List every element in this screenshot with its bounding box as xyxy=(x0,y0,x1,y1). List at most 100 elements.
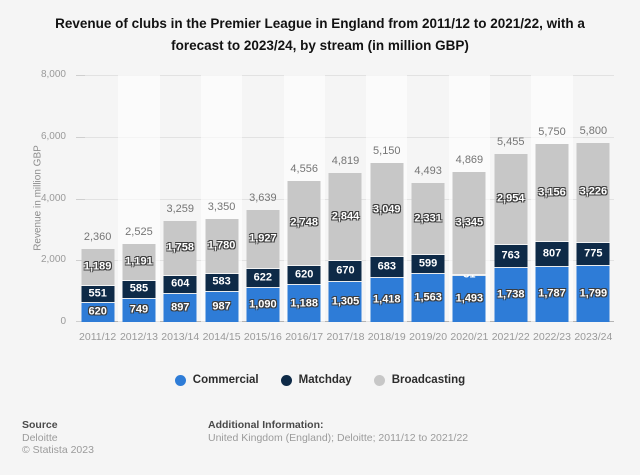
segment-value-label: 620 xyxy=(294,268,314,281)
bar-segment-commercial[interactable]: 1,188 xyxy=(287,285,321,322)
source-name: Deloitte xyxy=(22,431,58,444)
x-tick-label: 2015/16 xyxy=(243,331,282,343)
segment-value-label: 3,226 xyxy=(579,185,608,198)
bar-total-label: 4,819 xyxy=(331,155,360,168)
y-tick-label: 4,000 xyxy=(40,193,66,204)
bar-segment-broadcasting[interactable]: 1,191 xyxy=(122,244,156,281)
bar-segment-matchday[interactable]: 585 xyxy=(122,280,156,299)
bar-total-label: 4,556 xyxy=(290,163,318,176)
stacked-bar: 1,418 683 3,049 5,150 xyxy=(370,75,404,322)
segment-value-label: 987 xyxy=(212,300,231,313)
bar-segment-commercial[interactable]: 1,738 xyxy=(494,268,528,322)
segment-value-label: 749 xyxy=(129,303,149,316)
bar-segment-commercial[interactable]: 897 xyxy=(163,294,197,322)
bar-segment-matchday[interactable]: 670 xyxy=(328,261,362,282)
bar-segment-commercial[interactable]: 987 xyxy=(205,291,239,322)
bar-segment-broadcasting[interactable]: 3,156 xyxy=(535,144,569,242)
chart-title: Revenue of clubs in the Premier League i… xyxy=(55,16,585,53)
legend-item-commercial[interactable]: Commercial xyxy=(174,374,259,386)
bar-segment-commercial[interactable]: 620 xyxy=(81,302,115,322)
segment-value-label: 1,090 xyxy=(249,298,277,311)
segment-value-label: 1,927 xyxy=(249,232,277,245)
x-tick-label: 2011/12 xyxy=(79,331,117,343)
bar-segment-broadcasting[interactable]: 2,331 xyxy=(411,183,445,256)
legend-swatch-icon xyxy=(174,374,186,386)
bar-segment-broadcasting[interactable]: 2,748 xyxy=(287,181,321,267)
bar-total-label: 4,869 xyxy=(455,153,484,166)
bar-segment-commercial[interactable]: 1,563 xyxy=(411,273,445,322)
segment-value-label: 1,738 xyxy=(496,288,525,301)
segment-value-label: 2,954 xyxy=(496,192,525,205)
stacked-bar: 1,563 599 2,331 4,493 xyxy=(411,75,445,322)
legend-label: Broadcasting xyxy=(391,374,466,386)
bar-segment-matchday[interactable]: 604 xyxy=(163,275,197,295)
bar-segment-commercial[interactable]: 1,305 xyxy=(328,281,362,322)
chart-legend: Commercial Matchday Broadcasting xyxy=(0,374,640,386)
bar-segment-broadcasting[interactable]: 3,345 xyxy=(452,171,486,275)
bar-segment-broadcasting[interactable]: 1,758 xyxy=(163,221,197,276)
bar-segment-commercial[interactable]: 1,799 xyxy=(576,266,610,322)
bar-total-label: 5,455 xyxy=(496,135,525,148)
segment-value-label: 3,156 xyxy=(538,186,566,199)
bar-column: 1,305 670 2,844 4,819 2017/18 xyxy=(325,75,366,343)
stacked-bar: 987 583 1,780 3,350 xyxy=(205,75,239,322)
legend-item-matchday[interactable]: Matchday xyxy=(280,374,352,386)
bar-segment-commercial[interactable]: 749 xyxy=(122,298,156,322)
bar-segment-broadcasting[interactable]: 2,844 xyxy=(328,173,362,262)
bar-segment-matchday[interactable]: 683 xyxy=(370,257,404,279)
bar-segment-broadcasting[interactable]: 3,226 xyxy=(576,142,610,243)
bar-segment-commercial[interactable]: 1,787 xyxy=(535,266,569,322)
bar-segment-broadcasting[interactable]: 1,780 xyxy=(205,218,239,274)
segment-value-label: 1,191 xyxy=(125,255,153,268)
bar-segment-broadcasting[interactable]: 2,954 xyxy=(494,153,528,245)
segment-value-label: 1,188 xyxy=(290,297,318,310)
segment-value-label: 807 xyxy=(542,247,562,260)
x-tick-label: 2017/18 xyxy=(326,331,365,343)
segment-value-label: 599 xyxy=(418,257,438,270)
segment-value-label: 1,780 xyxy=(207,239,236,252)
stacked-bar: 1,493 31 3,345 4,869 xyxy=(452,75,486,322)
bar-column: 1,090 622 1,927 3,639 2015/16 xyxy=(242,75,283,343)
bar-total-label: 3,350 xyxy=(207,200,236,213)
segment-value-label: 622 xyxy=(253,271,273,284)
segment-value-label: 2,844 xyxy=(331,210,360,223)
segment-value-label: 3,049 xyxy=(373,203,401,216)
bar-segment-matchday[interactable]: 807 xyxy=(535,241,569,267)
segment-value-label: 1,493 xyxy=(455,292,484,305)
bar-segment-matchday[interactable]: 775 xyxy=(576,242,610,267)
bar-segment-broadcasting[interactable]: 3,049 xyxy=(370,163,404,258)
additional-info-heading: Additional Information: xyxy=(208,419,324,431)
bar-segment-matchday[interactable]: 763 xyxy=(494,244,528,269)
bar-column: 1,188 620 2,748 4,556 2016/17 xyxy=(283,75,325,343)
stacked-bar: 1,738 763 2,954 5,455 xyxy=(494,75,528,322)
bar-segment-matchday[interactable]: 620 xyxy=(287,266,321,286)
bar-segment-matchday[interactable]: 551 xyxy=(81,285,115,303)
segment-value-label: 1,758 xyxy=(166,241,195,254)
bar-segment-broadcasting[interactable]: 1,189 xyxy=(81,249,115,286)
x-tick-label: 2012/13 xyxy=(119,331,158,343)
segment-value-label: 585 xyxy=(129,282,149,295)
bar-total-label: 3,639 xyxy=(249,191,277,204)
bar-column: 1,799 775 3,226 5,800 2023/24 xyxy=(573,75,614,343)
copyright-text: © Statista 2023 xyxy=(22,444,94,456)
bar-segment-matchday[interactable]: 622 xyxy=(246,269,280,289)
segment-value-label: 2,331 xyxy=(414,212,442,225)
segment-value-label: 1,189 xyxy=(83,260,112,273)
legend-item-broadcasting[interactable]: Broadcasting xyxy=(373,374,466,386)
bar-segment-broadcasting[interactable]: 1,927 xyxy=(246,209,280,270)
segment-value-label: 775 xyxy=(584,247,603,260)
segment-value-label: 670 xyxy=(336,264,355,277)
legend-swatch-icon xyxy=(373,374,385,386)
bar-column: 1,738 763 2,954 5,455 2021/22 xyxy=(490,75,531,343)
bar-segment-commercial[interactable]: 1,493 xyxy=(452,275,486,322)
segment-value-label: 1,799 xyxy=(579,287,608,300)
bar-total-label: 5,150 xyxy=(373,145,401,157)
bar-segment-matchday[interactable]: 31 xyxy=(452,269,486,280)
legend-swatch-icon xyxy=(280,374,292,386)
bar-segment-commercial[interactable]: 1,418 xyxy=(370,278,404,322)
bar-segment-commercial[interactable]: 1,090 xyxy=(246,288,280,322)
bar-column: 1,493 31 3,345 4,869 2020/21 xyxy=(448,75,491,343)
bar-column: 1,787 807 3,156 5,750 2022/23 xyxy=(531,75,573,343)
bar-segment-matchday[interactable]: 599 xyxy=(411,255,445,274)
bar-segment-matchday[interactable]: 583 xyxy=(205,273,239,292)
